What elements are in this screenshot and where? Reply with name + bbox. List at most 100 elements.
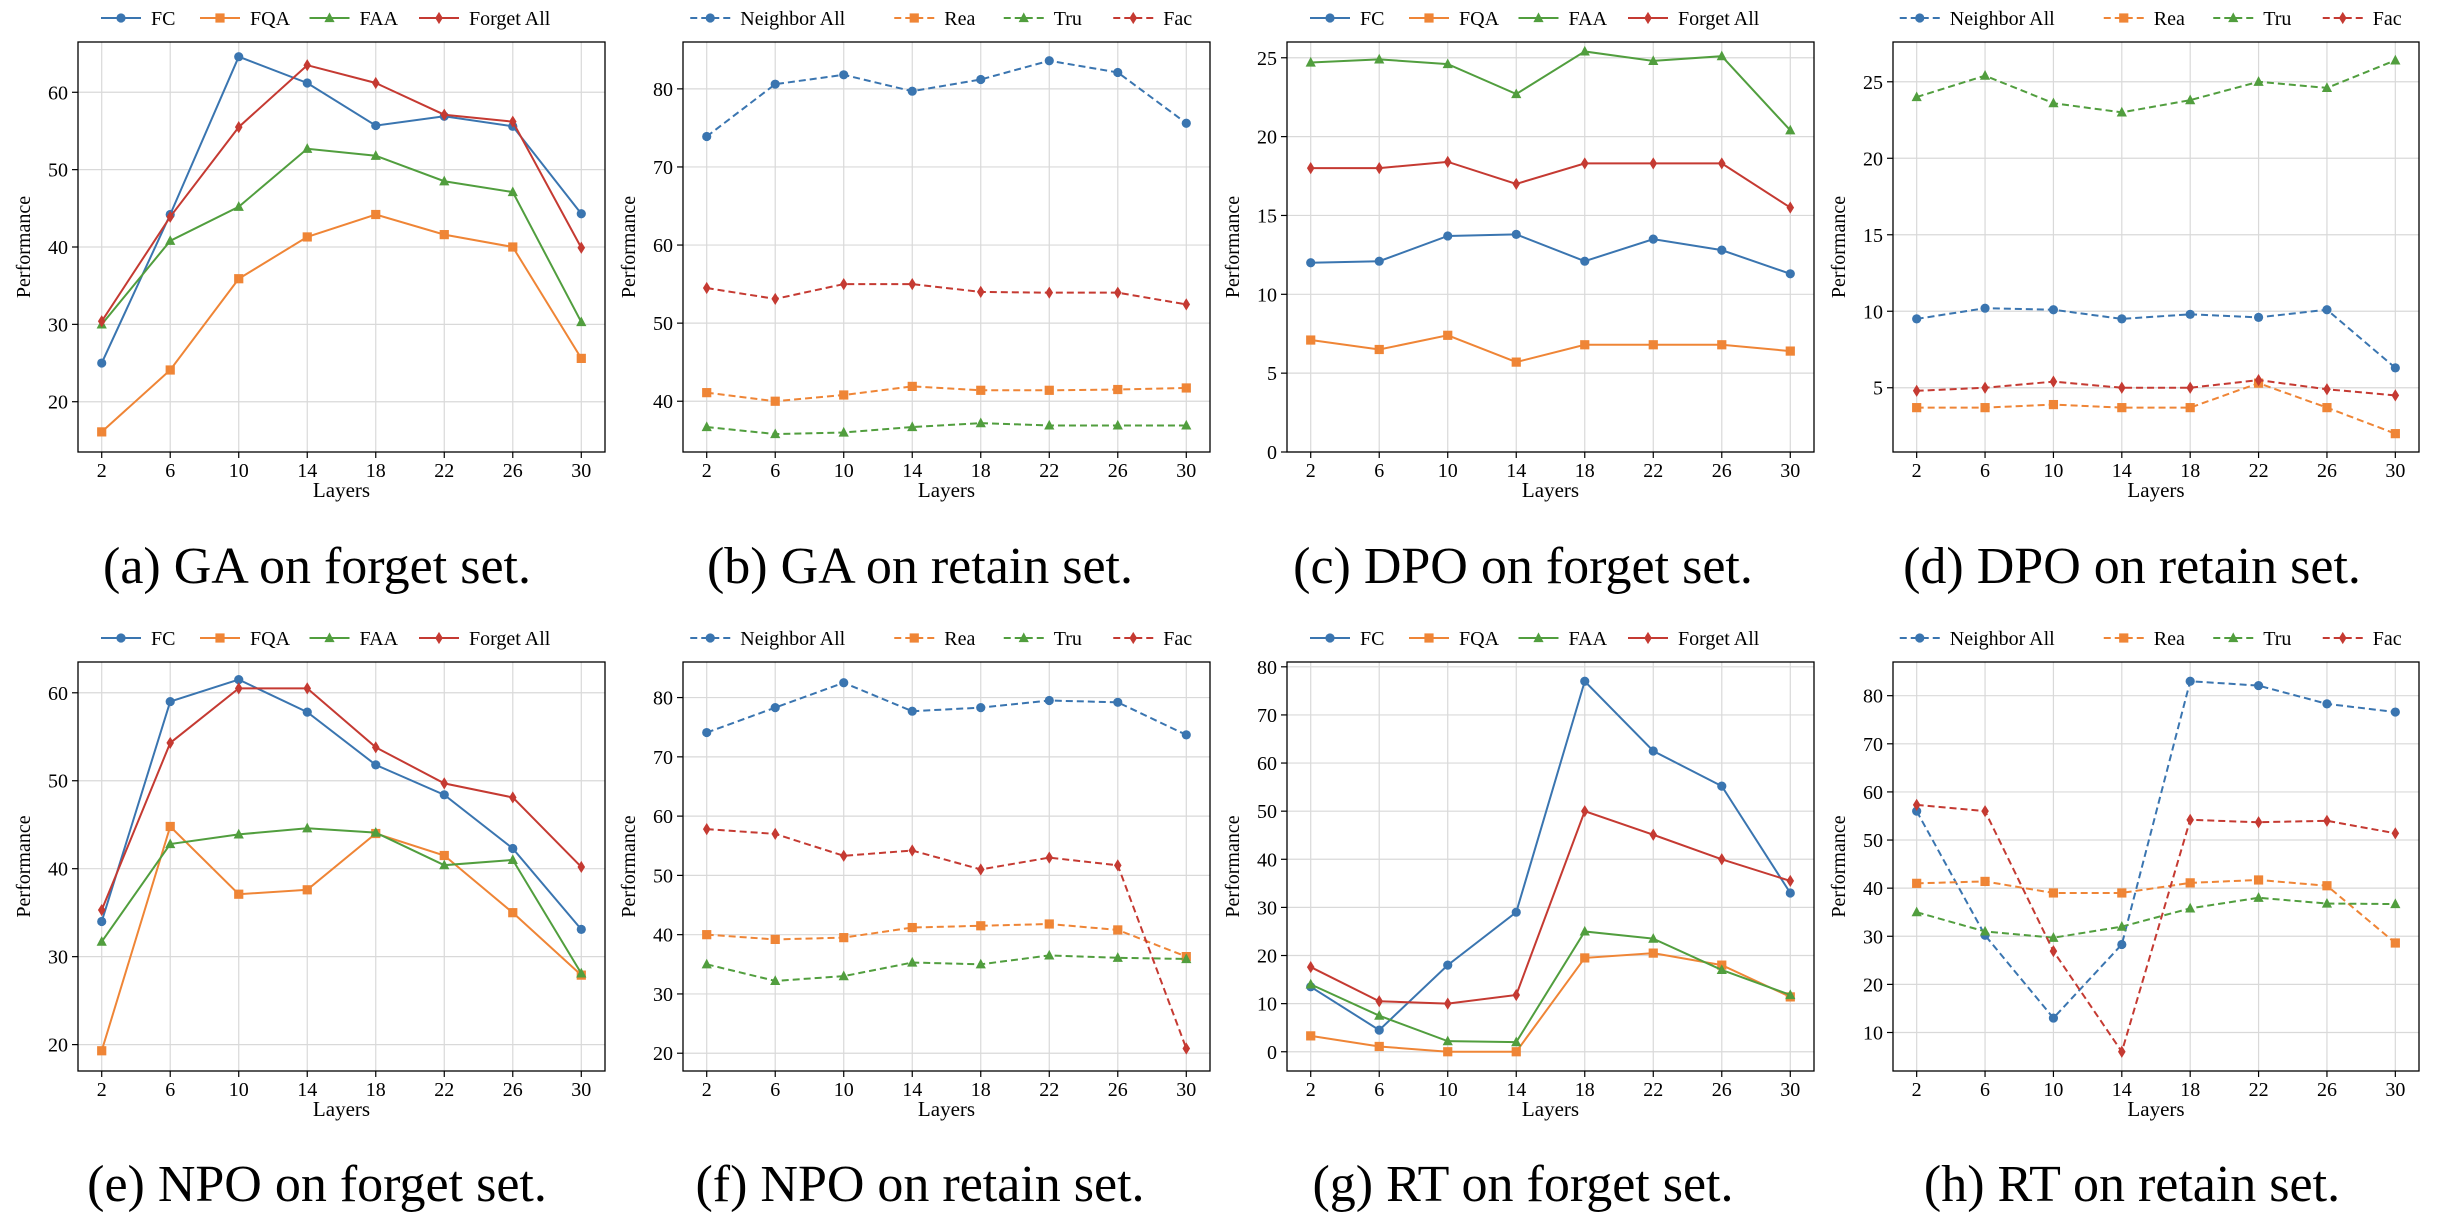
x-tick-label: 2	[702, 1079, 712, 1101]
data-point-1-1	[1980, 403, 1990, 413]
data-point-1-2	[234, 889, 244, 899]
data-point-1-3	[907, 922, 917, 933]
data-point-3-3	[908, 844, 917, 857]
y-tick-label: 20	[1863, 974, 1883, 996]
data-point-3-4	[976, 863, 985, 876]
data-point-0-3	[2117, 939, 2127, 950]
data-point-1-6	[1113, 925, 1123, 935]
x-tick-label: 18	[2180, 1079, 2200, 1101]
legend-marker-1	[909, 13, 919, 23]
data-point-1-0	[1912, 878, 1922, 888]
data-point-3-2	[839, 849, 848, 862]
data-point-2-7	[576, 316, 587, 327]
legend-label-2: Tru	[1054, 8, 1082, 30]
x-tick-label: 18	[971, 460, 991, 482]
legend-label-0: Neighbor All	[740, 628, 845, 650]
y-tick-label: 40	[1257, 849, 1277, 871]
x-tick-label: 22	[1643, 1079, 1663, 1101]
data-point-0-5	[1648, 234, 1658, 244]
data-point-1-5	[1044, 919, 1054, 929]
series-line-3	[100, 687, 582, 911]
x-tick-label: 6	[1980, 460, 1990, 482]
legend-marker-3	[1644, 631, 1652, 645]
y-tick-label: 30	[1863, 926, 1883, 948]
data-point-1-5	[1648, 340, 1658, 350]
data-point-3-4	[2186, 813, 2194, 826]
y-tick-label: 10	[1863, 1023, 1883, 1045]
data-point-2-7	[576, 967, 587, 978]
caption-d: (d) DPO on retain set.	[1903, 538, 2361, 595]
caption-g: (g) RT on forget set.	[1312, 1156, 1734, 1213]
legend-label-0: Neighbor All	[1950, 8, 2055, 30]
legend-marker-1	[1424, 13, 1434, 23]
data-point-2-3	[302, 822, 313, 833]
data-point-1-4	[2185, 403, 2195, 413]
legend-label-2: FAA	[1569, 628, 1608, 650]
data-point-2-6	[1112, 419, 1123, 430]
data-point-3-5	[1045, 851, 1054, 864]
x-tick-label: 26	[1108, 1079, 1128, 1101]
y-tick-label: 20	[1863, 148, 1883, 170]
x-tick-label: 26	[2317, 460, 2337, 482]
data-point-1-5	[2253, 875, 2264, 885]
data-point-3-3	[1512, 988, 1521, 1002]
data-point-2-0	[1305, 56, 1316, 67]
y-tick-label: 60	[48, 82, 68, 104]
data-point-3-4	[2186, 381, 2194, 394]
x-tick-label: 30	[1780, 460, 1800, 482]
data-point-1-7	[576, 353, 586, 363]
y-tick-label: 50	[653, 865, 673, 887]
x-tick-label: 6	[1374, 460, 1384, 482]
data-point-0-0	[1912, 806, 1922, 816]
y-tick-label: 50	[1863, 830, 1883, 852]
data-point-1-2	[839, 390, 849, 400]
axes-frame	[1286, 661, 1815, 1072]
data-point-2-5	[439, 859, 450, 870]
data-point-3-0	[702, 281, 711, 295]
data-point-1-3	[907, 381, 917, 391]
legend-marker-3	[1129, 11, 1138, 25]
data-point-1-0	[702, 388, 712, 398]
data-point-2-5	[1648, 55, 1659, 66]
legend-label-2: Tru	[1054, 628, 1082, 650]
data-point-1-7	[1785, 346, 1795, 356]
data-point-0-7	[1181, 730, 1191, 740]
x-axis-label: Layers	[918, 1097, 975, 1121]
legend-label-2: FAA	[360, 8, 399, 30]
x-axis-label: Layers	[1522, 1097, 1579, 1121]
data-point-3-7	[1182, 1042, 1191, 1055]
data-point-2-4	[370, 150, 381, 160]
data-point-0-0	[702, 131, 712, 142]
data-point-1-6	[1717, 340, 1727, 350]
series-line-0	[1310, 679, 1792, 1032]
data-point-2-7	[1181, 419, 1192, 430]
data-point-2-5	[439, 175, 450, 186]
data-point-2-7	[1181, 953, 1192, 964]
x-axis-label: Layers	[918, 478, 975, 502]
y-tick-label: 5	[1267, 363, 1277, 385]
axes-frame	[682, 41, 1211, 453]
data-point-2-4	[370, 827, 381, 837]
data-point-3-0	[702, 823, 711, 836]
data-point-3-5	[1649, 157, 1658, 170]
series-line-0	[706, 681, 1187, 736]
data-point-2-1	[1374, 53, 1385, 64]
data-point-0-2	[234, 674, 244, 685]
data-point-3-0	[1912, 798, 1921, 812]
legend: FC FQA FAA Forget All	[101, 8, 551, 30]
legend-marker-3	[435, 11, 443, 25]
data-point-0-7	[2390, 707, 2400, 717]
x-tick-label: 14	[902, 1079, 922, 1101]
y-tick-label: 40	[48, 237, 68, 259]
chart-1: 2 6 10 14 18 22 26 304050607080LayersPerformanc…	[618, 8, 1211, 502]
data-point-3-3	[908, 277, 917, 291]
data-point-1-4	[2185, 878, 2195, 888]
legend-marker-0	[1325, 13, 1335, 23]
y-axis-label: Performance	[1828, 196, 1850, 298]
x-tick-label: 14	[297, 1079, 317, 1101]
legend: Neighbor All Rea Tru Fac	[690, 628, 1192, 650]
legend: Neighbor All Rea Tru Fac	[1899, 8, 2402, 30]
y-tick-label: 50	[653, 313, 673, 335]
data-point-0-7	[576, 209, 586, 219]
data-point-1-0	[702, 930, 712, 940]
